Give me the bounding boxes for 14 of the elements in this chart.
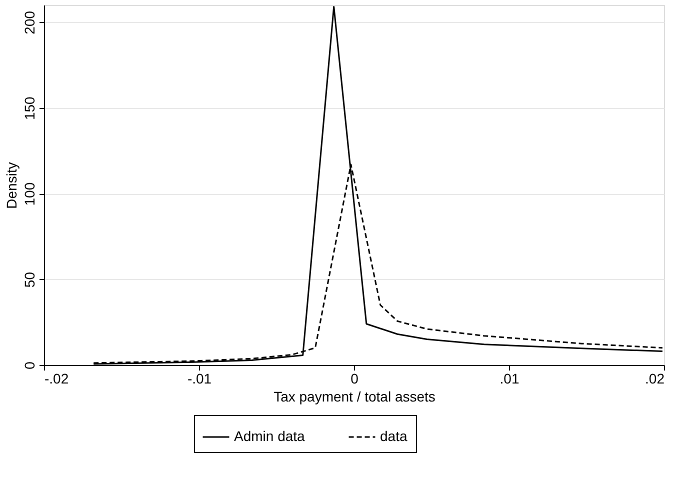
x-tick-label: .01 [500,370,520,386]
y-tick-label: 50 [22,272,38,288]
y-tick-label: 200 [22,10,38,34]
x-tick-label: -.01 [187,370,212,386]
x-tick-label: .02 [645,370,665,386]
y-axis-title: Density [4,162,20,209]
y-tick-label: 0 [22,361,38,370]
x-axis-title: Tax payment / total assets [274,388,436,404]
y-tick-label: 100 [22,182,38,206]
x-tick-label: -.02 [44,370,69,386]
y-tick-label: 150 [22,96,38,120]
x-tick-label: 0 [350,370,359,386]
legend-label: Admin data [234,428,306,444]
legend-label: data [380,428,408,444]
